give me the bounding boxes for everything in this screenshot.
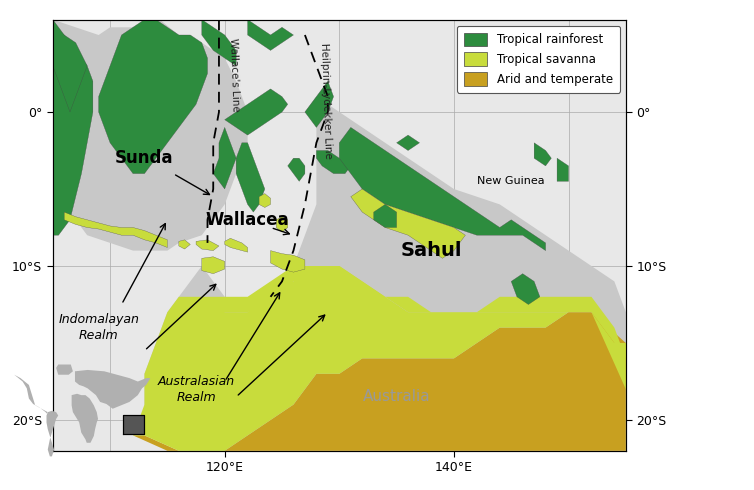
Polygon shape <box>64 212 167 247</box>
Polygon shape <box>351 189 465 258</box>
Polygon shape <box>213 127 236 189</box>
Polygon shape <box>225 89 288 135</box>
Polygon shape <box>123 415 144 434</box>
Polygon shape <box>196 240 219 250</box>
Polygon shape <box>339 127 546 250</box>
Polygon shape <box>225 238 247 252</box>
Text: New Guinea: New Guinea <box>477 176 544 186</box>
Polygon shape <box>202 20 236 66</box>
Polygon shape <box>317 150 351 173</box>
Polygon shape <box>75 370 150 409</box>
Polygon shape <box>75 371 92 388</box>
Polygon shape <box>397 135 419 150</box>
Polygon shape <box>202 257 225 274</box>
Text: Australia: Australia <box>363 390 431 404</box>
Polygon shape <box>305 81 333 127</box>
Polygon shape <box>247 20 293 50</box>
Polygon shape <box>271 250 305 272</box>
Polygon shape <box>511 274 540 304</box>
Polygon shape <box>179 240 190 249</box>
Text: Heilprin-Lydekker Line: Heilprin-Lydekker Line <box>318 43 333 159</box>
Polygon shape <box>56 365 73 375</box>
Polygon shape <box>133 312 626 451</box>
Polygon shape <box>41 17 247 250</box>
Polygon shape <box>236 143 265 212</box>
Polygon shape <box>259 194 271 207</box>
Text: Sunda: Sunda <box>115 149 173 167</box>
Polygon shape <box>47 411 58 456</box>
Polygon shape <box>127 426 144 434</box>
Polygon shape <box>288 158 305 181</box>
Polygon shape <box>133 266 626 451</box>
Polygon shape <box>374 204 397 227</box>
Polygon shape <box>557 158 569 181</box>
Polygon shape <box>72 394 98 443</box>
Legend: Tropical rainforest, Tropical savanna, Arid and temperate: Tropical rainforest, Tropical savanna, A… <box>457 25 620 93</box>
Polygon shape <box>99 20 207 173</box>
Text: Australasian
Realm: Australasian Realm <box>158 375 234 404</box>
Text: Wallacea: Wallacea <box>206 211 290 229</box>
Polygon shape <box>53 20 87 112</box>
Text: Sahul: Sahul <box>400 241 461 260</box>
Polygon shape <box>53 27 93 235</box>
Polygon shape <box>534 143 551 166</box>
Polygon shape <box>156 266 626 358</box>
Polygon shape <box>276 217 288 232</box>
Polygon shape <box>8 371 48 414</box>
Text: Wallace's Line: Wallace's Line <box>228 38 240 112</box>
Polygon shape <box>145 97 626 451</box>
Text: Indomalayan
Realm: Indomalayan Realm <box>58 313 139 342</box>
